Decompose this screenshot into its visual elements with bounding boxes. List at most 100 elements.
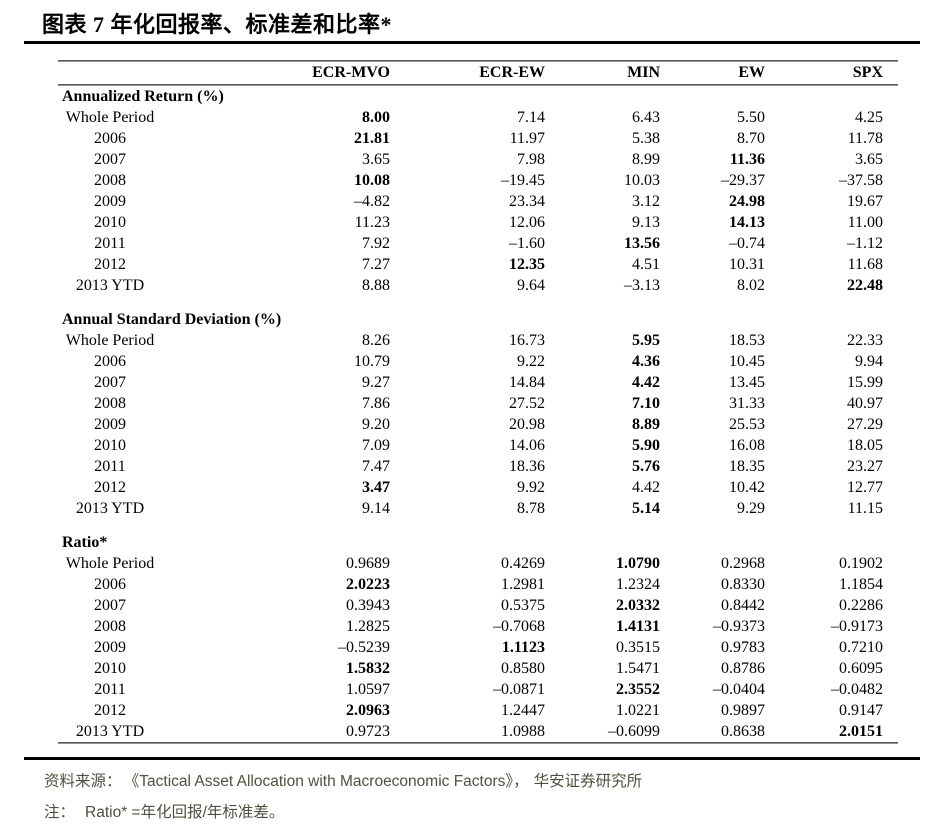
figure-title: 图表 7 年化回报率、标准差和比率* — [42, 12, 393, 37]
value-cell: 27.52 — [509, 395, 545, 412]
value-cell: 12.35 — [509, 256, 545, 273]
value-cell: 7.92 — [362, 235, 390, 252]
value-cell: 11.23 — [354, 214, 390, 231]
section-header-label: Ratio* — [62, 533, 108, 551]
table-row: 2012 2.0963 1.2447 1.0221 0.9897 0.9147 — [58, 700, 898, 721]
footer-separator-rule — [24, 757, 920, 760]
table-row: 2009 –4.82 23.34 3.12 24.98 19.67 — [58, 191, 898, 212]
row-label: 2011 — [94, 458, 126, 475]
value-cell: 22.33 — [847, 332, 883, 349]
value-cell: 10.45 — [729, 353, 765, 370]
value-cell: 0.4269 — [501, 555, 545, 572]
value-cell: –0.7068 — [493, 618, 545, 635]
row-label-cell: 2009 — [58, 637, 260, 658]
value-cell: 14.84 — [509, 374, 545, 391]
value-cell: 0.8638 — [721, 723, 765, 740]
value-cell: 5.50 — [737, 109, 765, 126]
header-rule — [58, 84, 898, 86]
row-label: 2013 YTD — [75, 500, 145, 517]
row-label: 2011 — [94, 235, 126, 252]
value-cell: 7.14 — [517, 109, 545, 126]
note-label: 注： — [44, 804, 76, 821]
row-label-cell: 2013 YTD — [58, 721, 260, 742]
column-header-empty-cell — [58, 62, 260, 84]
value-cell: 2.0223 — [346, 576, 390, 593]
value-cell: 9.94 — [855, 353, 883, 370]
source-label: 资料来源： — [44, 773, 122, 790]
figure-table-body: ECR-MVO ECR-EW MIN EW SPX Annualized Return (… — [58, 62, 898, 742]
row-label: 2006 — [94, 353, 126, 370]
table-row: 2009 9.20 20.98 8.89 25.53 27.29 — [58, 414, 898, 435]
value-cell: 10.03 — [624, 172, 660, 189]
source-line: 资料来源： 《Tactical Asset Allocation with Mac… — [44, 769, 642, 791]
table-row: 2007 9.27 14.84 4.42 13.45 15.99 — [58, 372, 898, 393]
row-label-cell: 2013 YTD — [58, 498, 260, 519]
value-cell: 7.27 — [362, 256, 390, 273]
value-cell: 8.70 — [737, 130, 765, 147]
value-cell: –0.0482 — [831, 681, 883, 698]
section-spacer-cell — [58, 519, 898, 532]
value-cell: 18.53 — [729, 332, 765, 349]
row-label: 2006 — [94, 576, 126, 593]
value-cell: 7.10 — [632, 395, 660, 412]
value-cell: 5.90 — [632, 437, 660, 454]
row-label: Whole Period — [65, 109, 155, 126]
value-cell: 2.0963 — [346, 702, 390, 719]
value-cell: –0.9373 — [713, 618, 765, 635]
table-row: 2012 3.47 9.92 4.42 10.42 12.77 — [58, 477, 898, 498]
value-cell: 0.8442 — [721, 597, 765, 614]
value-cell: 0.1902 — [839, 555, 883, 572]
column-header-spx: SPX — [852, 64, 883, 81]
row-label-cell: 2009 — [58, 191, 260, 212]
table-row: 2011 1.0597 –0.0871 2.3552 –0.0404 –0.0482 — [58, 679, 898, 700]
section-spacer-cell — [58, 296, 898, 309]
table-row: Whole Period 0.9689 0.4269 1.0790 0.2968 0.19… — [58, 553, 898, 574]
value-cell: 7.47 — [362, 458, 390, 475]
value-cell: 4.36 — [632, 353, 660, 370]
value-cell: 9.20 — [362, 416, 390, 433]
value-cell: 4.25 — [855, 109, 883, 126]
column-header-ew: EW — [738, 64, 765, 81]
row-label-cell: Whole Period — [58, 107, 260, 128]
header-rule-row — [58, 84, 898, 86]
row-label: 2013 YTD — [75, 277, 145, 294]
row-label-cell: 2006 — [58, 128, 260, 149]
column-header-ecr-ew: ECR-EW — [479, 64, 545, 81]
value-cell: 14.06 — [509, 437, 545, 454]
row-label-cell: 2006 — [58, 351, 260, 372]
value-cell: 1.1123 — [501, 639, 545, 656]
value-cell: 8.00 — [362, 109, 390, 126]
value-cell: 0.9783 — [721, 639, 765, 656]
table-row: 2006 10.79 9.22 4.36 10.45 9.94 — [58, 351, 898, 372]
table-row: 2010 7.09 14.06 5.90 16.08 18.05 — [58, 435, 898, 456]
value-cell: 0.9723 — [346, 723, 390, 740]
value-cell: 2.0332 — [616, 597, 660, 614]
value-cell: 4.51 — [632, 256, 660, 273]
table-row: 2010 11.23 12.06 9.13 14.13 11.00 — [58, 212, 898, 233]
value-cell: 1.2825 — [346, 618, 390, 635]
value-cell: 1.5832 — [346, 660, 390, 677]
value-cell: 4.42 — [632, 374, 660, 391]
value-cell: 1.2324 — [616, 576, 660, 593]
value-cell: 9.64 — [517, 277, 545, 294]
row-label: 2008 — [94, 395, 126, 412]
value-cell: 2.0151 — [839, 723, 883, 740]
value-cell: 11.97 — [509, 130, 545, 147]
value-cell: 3.65 — [855, 151, 883, 168]
row-label: 2010 — [94, 660, 126, 677]
table-row: 2010 1.5832 0.8580 1.5471 0.8786 0.6095 — [58, 658, 898, 679]
value-cell: 0.9689 — [346, 555, 390, 572]
row-label-cell: 2010 — [58, 435, 260, 456]
value-cell: 10.08 — [354, 172, 390, 189]
row-label-cell: 2008 — [58, 170, 260, 191]
row-label: 2012 — [94, 702, 126, 719]
section-header-label: Annual Standard Deviation (%) — [62, 310, 282, 328]
source-org: 华安证券研究所 — [533, 773, 643, 790]
value-cell: 0.3943 — [346, 597, 390, 614]
row-label-cell: Whole Period — [58, 553, 260, 574]
value-cell: 12.77 — [847, 479, 883, 496]
value-cell: 0.8330 — [721, 576, 765, 593]
value-cell: 1.4131 — [616, 618, 660, 635]
value-cell: 5.38 — [632, 130, 660, 147]
table-row: 2008 10.08 –19.45 10.03 –29.37 –37.58 — [58, 170, 898, 191]
